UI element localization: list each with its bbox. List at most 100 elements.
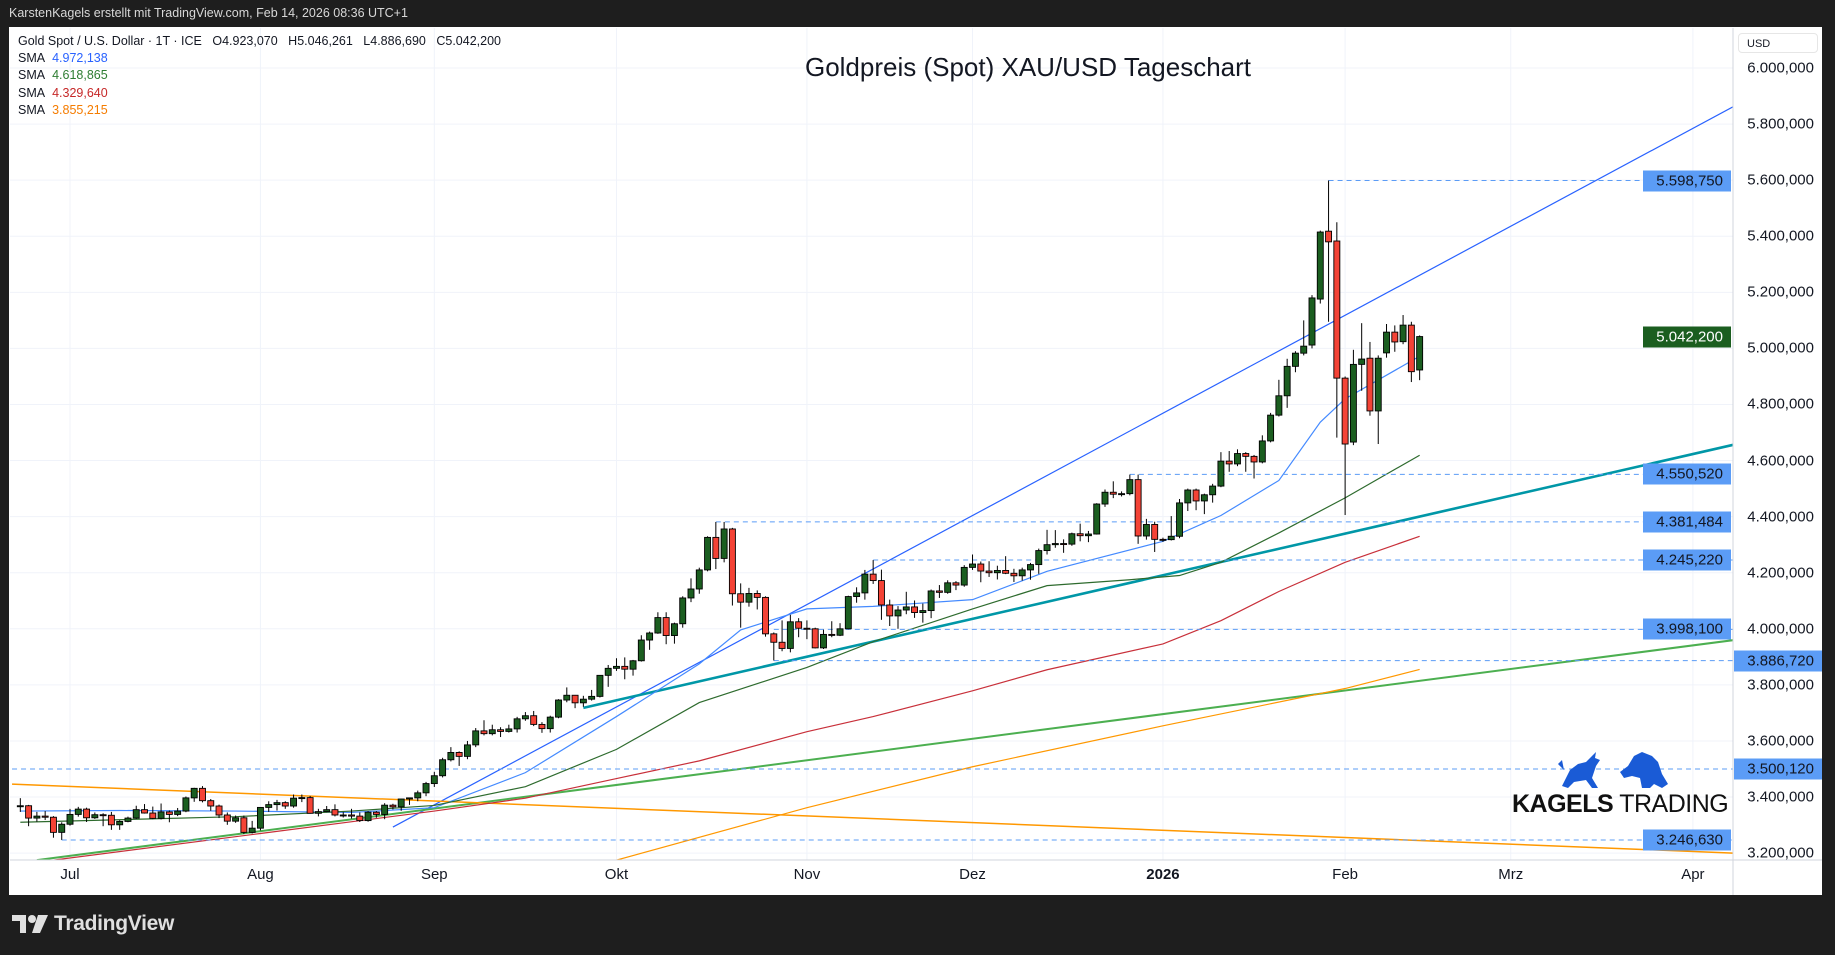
candle-body xyxy=(588,695,596,700)
candle xyxy=(604,664,612,687)
candle xyxy=(83,807,91,822)
candle-body xyxy=(911,606,919,613)
candle xyxy=(265,801,273,812)
price-tick-label: 4.400,000 xyxy=(1747,508,1814,526)
sma-value: 4.618,865 xyxy=(52,68,108,83)
candle xyxy=(422,781,430,797)
candle-body xyxy=(1399,324,1407,343)
candle xyxy=(1358,323,1366,391)
candle-body xyxy=(406,797,413,800)
candle xyxy=(190,787,198,802)
candle-body xyxy=(1035,550,1043,566)
tradingview-logo[interactable]: TradingView xyxy=(12,912,174,936)
candle-body xyxy=(770,633,778,643)
candle xyxy=(795,618,803,638)
candle xyxy=(223,812,231,825)
candle-body xyxy=(1416,336,1424,371)
candle xyxy=(844,595,852,630)
candle-body xyxy=(1002,570,1010,574)
candle-body xyxy=(745,593,753,603)
candle xyxy=(1109,481,1117,499)
candle-body xyxy=(637,639,645,662)
candle xyxy=(306,795,314,814)
candle xyxy=(1027,562,1034,580)
candle-body xyxy=(1341,377,1349,445)
price-tick-label: 5.200,000 xyxy=(1747,283,1814,301)
price-tick-label: 5.400,000 xyxy=(1747,227,1814,245)
candle xyxy=(497,727,505,738)
candle xyxy=(563,687,571,703)
candle-body xyxy=(1151,524,1159,540)
candle-body xyxy=(414,792,422,799)
candle-body xyxy=(331,809,339,816)
candle xyxy=(447,747,455,762)
ohlc-low: L4.886,690 xyxy=(363,34,426,48)
candle xyxy=(646,631,654,650)
candle xyxy=(240,815,248,835)
currency-button[interactable]: USD xyxy=(1738,33,1818,53)
candle xyxy=(1134,474,1142,544)
candle-body xyxy=(1142,524,1150,537)
candle xyxy=(232,815,240,823)
legend-sma-row[interactable]: SMA 4.618,865 xyxy=(18,67,508,84)
candle-body xyxy=(422,783,430,794)
candle-body xyxy=(472,730,480,746)
legend-sma-row[interactable]: SMA 3.855,215 xyxy=(18,102,508,119)
candle-body xyxy=(977,563,985,572)
candle-body xyxy=(1134,479,1142,537)
time-tick-label: Okt xyxy=(604,866,629,883)
candle xyxy=(828,621,836,638)
candle xyxy=(99,813,107,827)
candle xyxy=(877,569,885,620)
candle xyxy=(439,757,447,778)
candle-body xyxy=(447,752,455,761)
candle xyxy=(985,561,993,577)
candle-body xyxy=(174,810,182,815)
candle-body xyxy=(298,797,306,800)
candle-body xyxy=(1018,569,1026,577)
legend-sma-row[interactable]: SMA 4.329,640 xyxy=(18,85,508,102)
candle-body xyxy=(935,590,943,593)
candle xyxy=(58,822,66,840)
candle-body xyxy=(513,718,521,730)
candle-body xyxy=(1291,352,1299,367)
time-tick-label: Sep xyxy=(420,866,448,883)
candle xyxy=(571,694,579,709)
legend-sma-row[interactable]: SMA 4.972,138 xyxy=(18,50,508,67)
sma-line xyxy=(20,454,1420,823)
candle-body xyxy=(1200,494,1208,502)
candle xyxy=(463,740,471,760)
candle-body xyxy=(58,823,66,833)
candle-body xyxy=(886,604,894,617)
candle-body xyxy=(66,813,74,825)
price-level-badge: 3.998,100 xyxy=(1643,618,1731,640)
price-tick-label: 4.000,000 xyxy=(1747,620,1814,638)
candle-body xyxy=(1159,538,1167,541)
candle-body xyxy=(364,811,372,822)
candle xyxy=(1234,449,1241,467)
candle xyxy=(472,728,480,748)
candle xyxy=(654,612,662,634)
candle-body xyxy=(83,808,91,819)
price-level-badge: 5.598,750 xyxy=(1643,170,1731,191)
chart-title: Goldpreis (Spot) XAU/USD Tageschart xyxy=(804,52,1252,82)
candle-body xyxy=(389,804,397,808)
candle xyxy=(1192,488,1200,511)
candle-body xyxy=(985,570,993,574)
candle-body xyxy=(314,811,322,814)
candle xyxy=(1283,358,1291,408)
time-tick-label: Mrz xyxy=(1498,866,1524,883)
symbol-name[interactable]: Gold Spot / U.S. Dollar · 1T · ICE xyxy=(18,34,202,48)
candle xyxy=(1184,488,1192,512)
candle xyxy=(215,804,223,819)
candle-body xyxy=(712,536,720,559)
candle-body xyxy=(969,563,976,568)
candle-body xyxy=(629,660,637,670)
sma-label: SMA xyxy=(18,51,46,66)
candle xyxy=(33,811,41,822)
candle-body xyxy=(670,623,678,636)
legend: Gold Spot / U.S. Dollar · 1T · ICE O4.92… xyxy=(18,33,508,119)
candle xyxy=(869,560,877,584)
candle xyxy=(1068,532,1076,546)
